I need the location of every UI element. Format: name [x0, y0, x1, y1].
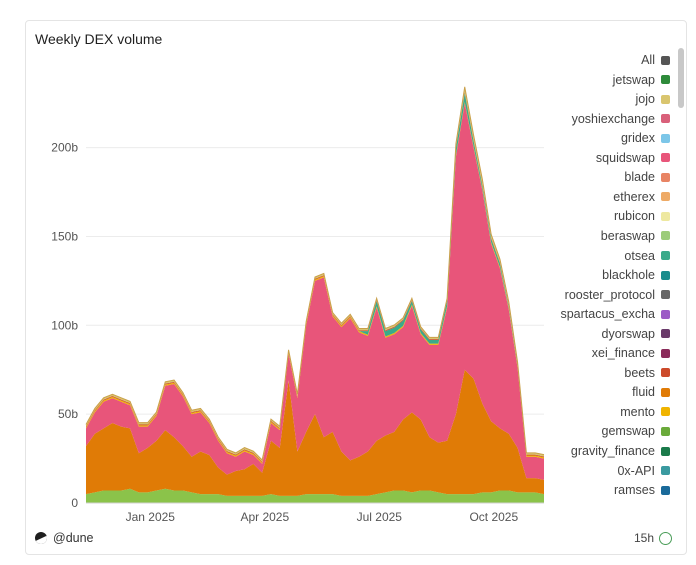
y-tick-label: 100b [51, 318, 78, 332]
legend-item[interactable]: ramses [614, 482, 670, 498]
x-tick-label: Jan 2025 [126, 510, 176, 524]
legend-label: rubicon [614, 209, 655, 224]
y-tick-label: 0 [71, 496, 78, 510]
dune-attribution[interactable]: @dune [35, 531, 94, 545]
legend-swatch [661, 309, 670, 319]
legend-swatch [661, 75, 670, 85]
x-tick-label: Jul 2025 [357, 510, 403, 524]
series-area-fluid [86, 369, 544, 496]
series-area-base-other-dexes- [86, 488, 544, 503]
legend-swatch [661, 192, 670, 202]
legend-label: ramses [614, 483, 655, 498]
legend-swatch [661, 426, 670, 436]
legend-label: beets [624, 365, 655, 380]
legend-item[interactable]: gridex [621, 130, 670, 146]
legend-swatch [661, 133, 670, 143]
legend-label: jojo [635, 92, 655, 107]
total-outline [85, 86, 545, 462]
x-tick-label: Oct 2025 [469, 510, 518, 524]
legend-item[interactable]: jetswap [613, 72, 670, 88]
legend-label: spartacus_excha [560, 307, 655, 322]
legend-item[interactable]: mento [620, 404, 670, 420]
legend-swatch [661, 172, 670, 182]
legend-item[interactable]: dyorswap [601, 326, 670, 342]
chart-title: Weekly DEX volume [35, 31, 163, 47]
legend-label: blackhole [602, 268, 655, 283]
legend-item[interactable]: 0x-API [617, 463, 670, 479]
legend-swatch [661, 94, 670, 104]
chart-plot: 0 50b 100b 150b 200b Jan 2025 Apr 2025 Jul 2025… [51, 86, 545, 524]
legend-label: etherex [613, 189, 655, 204]
legend-label: otsea [624, 248, 655, 263]
refresh-age-text: 15h [633, 531, 654, 545]
check-icon [659, 531, 672, 545]
legend-item[interactable]: fluid [632, 384, 670, 400]
legend-label: blade [624, 170, 655, 185]
legend-swatch [661, 251, 670, 260]
refresh-age: 15h [634, 531, 672, 545]
legend-label: gemswap [601, 424, 656, 439]
legend-label: jetswap [612, 72, 655, 87]
legend-swatch [661, 270, 670, 280]
legend-item[interactable]: All [641, 52, 670, 68]
legend-swatch [661, 231, 670, 241]
legend-item[interactable]: blackhole [602, 267, 670, 283]
legend-item[interactable]: rubicon [614, 208, 670, 224]
y-tick-label: 50b [58, 407, 78, 421]
legend-item[interactable]: beets [624, 365, 670, 381]
legend-swatch [661, 407, 670, 417]
legend-swatch [661, 55, 670, 65]
legend-label: All [641, 53, 655, 67]
legend-item[interactable]: yoshiexchange [572, 111, 670, 127]
legend-item[interactable]: gemswap [601, 423, 670, 439]
legend-swatch [661, 329, 670, 339]
legend-swatch [661, 466, 670, 476]
legend-item[interactable]: xei_finance [592, 345, 670, 361]
legend-scrollbar[interactable] [678, 48, 684, 108]
legend-item[interactable]: beraswap [601, 228, 670, 244]
legend-label: yoshiexchange [571, 111, 655, 126]
legend-swatch [661, 290, 670, 300]
legend-label: xei_finance [591, 346, 655, 361]
legend-swatch [661, 114, 670, 124]
y-tick-label: 150b [51, 229, 78, 243]
y-tick-label: 200b [51, 141, 78, 155]
legend-item[interactable]: spartacus_excha [560, 306, 670, 322]
legend-swatch [661, 211, 670, 221]
legend-item[interactable]: gravity_finance [571, 443, 670, 459]
legend-label: gridex [620, 131, 655, 146]
legend-label: gravity_finance [570, 444, 655, 458]
dune-logo-icon [35, 532, 47, 544]
legend-swatch [661, 348, 670, 358]
legend-label: rooster_protocol [564, 287, 655, 302]
legend-label: dyorswap [601, 326, 656, 341]
legend-label: fluid [632, 385, 655, 400]
legend-swatch [661, 446, 670, 456]
legend-swatch [661, 485, 670, 495]
chart-card: Weekly DEX volume 0 50b 100b 150b 200b Jan 20… [25, 20, 687, 555]
legend-item[interactable]: otsea [624, 248, 670, 264]
legend-label: squidswap [595, 150, 655, 165]
legend-label: 0x-API [617, 463, 655, 478]
dune-handle: @dune [53, 531, 94, 545]
legend-item[interactable]: squidswap [596, 150, 670, 166]
legend-item[interactable]: rooster_protocol [565, 287, 670, 303]
series-area-squidswap [86, 103, 544, 480]
x-tick-label: Apr 2025 [240, 510, 289, 524]
legend-label: beraswap [600, 228, 655, 243]
legend-item[interactable]: jojo [636, 91, 670, 107]
legend-swatch [661, 387, 670, 397]
legend-label: mento [620, 404, 655, 419]
legend-swatch [661, 368, 670, 378]
legend-swatch [661, 153, 670, 163]
chart-legend: All jetswap jojo yoshiexchange gridex squidsw… [546, 52, 686, 530]
legend-item[interactable]: blade [624, 169, 670, 185]
legend-item[interactable]: etherex [613, 189, 670, 205]
